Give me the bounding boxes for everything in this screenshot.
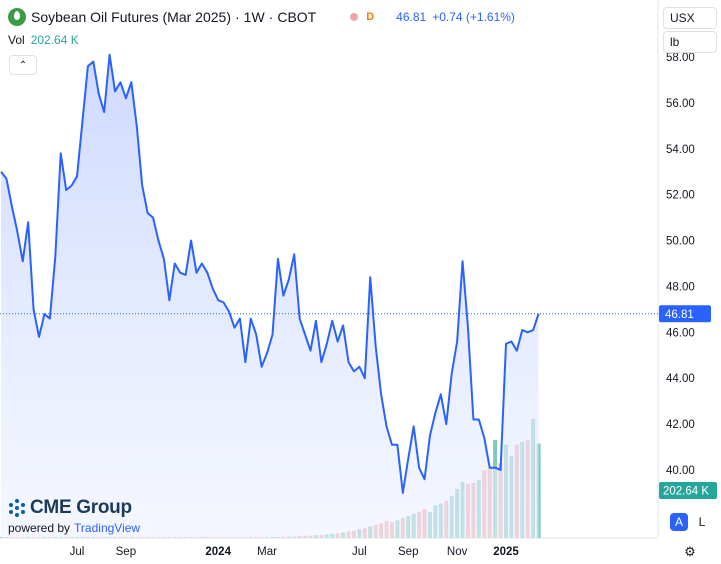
volume-value: 202.64 K xyxy=(30,33,79,47)
volume-legend: Vol 202.64 K xyxy=(8,33,79,47)
collapse-legend-button[interactable]: ⌃ xyxy=(9,55,37,75)
last-price-header: 46.81 xyxy=(396,10,427,24)
chevron-up-icon: ⌃ xyxy=(18,59,28,71)
x-tick-label: Mar xyxy=(257,546,277,558)
last-price-value: 46.81 xyxy=(665,309,694,321)
exchange-label: CBOT xyxy=(277,9,317,25)
symbol-title[interactable]: Soybean Oil Futures (Mar 2025) xyxy=(31,9,231,25)
cme-group-logo: CME Group xyxy=(8,497,132,519)
last-volume-value: 202.64 K xyxy=(663,486,709,498)
market-status-icon[interactable] xyxy=(350,13,359,21)
price-change: +0.74 (+1.61%) xyxy=(432,10,515,24)
x-tick-label: Jul xyxy=(352,546,367,558)
powered-by: powered by TradingView xyxy=(8,521,140,535)
chart-header: Soybean Oil Futures (Mar 2025) · 1W · CB… xyxy=(8,7,515,27)
x-axis-ticks: Jul Sep 2024 Mar Jul Sep Nov 2025 xyxy=(70,546,520,558)
y-tick-label: 50.00 xyxy=(666,236,695,248)
price-area-fill xyxy=(1,54,539,539)
x-tick-label: 2025 xyxy=(493,546,519,558)
y-tick-label: 48.00 xyxy=(666,281,695,293)
x-tick-label: Nov xyxy=(447,546,468,558)
y-axis-ticks: 58.00 56.00 54.00 52.00 50.00 48.00 46.00 44.00… xyxy=(666,52,695,477)
last-volume-label: 202.64 K xyxy=(659,482,717,499)
y-tick-label: 40.00 xyxy=(666,465,695,477)
y-tick-label: 44.00 xyxy=(666,373,695,385)
y-tick-label: 58.00 xyxy=(666,52,695,64)
y-tick-label: 56.00 xyxy=(666,98,695,110)
soybean-oil-drop-icon xyxy=(8,8,26,26)
x-tick-label: Sep xyxy=(116,546,136,558)
y-tick-label: 42.00 xyxy=(666,419,695,431)
delayed-data-badge[interactable]: D xyxy=(366,11,375,23)
gear-icon[interactable]: ⚙ xyxy=(684,544,696,559)
currency-selector[interactable]: USX xyxy=(663,7,717,29)
interval-label[interactable]: 1W xyxy=(243,9,265,25)
price-line xyxy=(0,53,540,494)
log-scale-button[interactable]: L xyxy=(698,515,706,529)
y-tick-label: 46.00 xyxy=(666,327,695,339)
x-tick-label: Jul xyxy=(70,546,85,558)
auto-scale-button[interactable]: A xyxy=(670,513,688,531)
header-separator: · xyxy=(268,9,274,25)
x-tick-label: 2024 xyxy=(205,546,231,558)
x-tick-label: Sep xyxy=(398,546,418,558)
volume-label: Vol xyxy=(8,33,25,47)
powered-by-label: powered by xyxy=(8,521,71,535)
cme-globe-icon xyxy=(8,499,26,517)
tradingview-link[interactable]: TradingView xyxy=(74,521,141,535)
cme-group-text: CME Group xyxy=(30,497,132,518)
y-tick-label: 54.00 xyxy=(666,144,695,156)
header-separator: · xyxy=(234,9,240,25)
last-price-label: 46.81 xyxy=(659,305,711,323)
y-tick-label: 52.00 xyxy=(666,190,695,202)
unit-selector[interactable]: lb xyxy=(663,31,717,53)
